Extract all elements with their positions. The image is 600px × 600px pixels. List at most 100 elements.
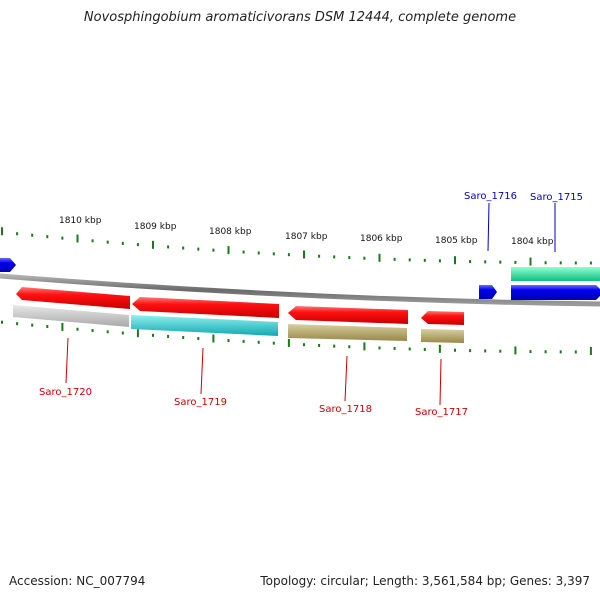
ruler-major-tick — [514, 346, 517, 355]
ruler-major-tick — [227, 246, 230, 255]
ruler-minor-tick — [318, 254, 321, 258]
gene-arrow-saro-1715[interactable] — [511, 285, 600, 300]
ruler-minor-tick — [469, 260, 472, 264]
ruler-minor-tick — [484, 349, 487, 353]
feature-bar-saro-1719 — [131, 315, 278, 336]
ruler-minor-tick — [378, 346, 381, 350]
ruler-label: 1805 kbp — [435, 236, 478, 246]
ruler-minor-tick — [242, 250, 245, 254]
ruler-label: 1809 kbp — [134, 222, 177, 232]
ruler-minor-tick — [408, 258, 411, 262]
ruler-minor-tick — [544, 261, 547, 265]
ruler-major-tick — [454, 256, 456, 265]
ruler-minor-tick — [167, 334, 170, 338]
ruler-minor-tick — [257, 251, 260, 255]
ruler-minor-tick — [106, 240, 109, 244]
ruler-minor-tick — [318, 343, 321, 347]
ruler-minor-tick — [227, 338, 230, 342]
ruler-major-tick — [1, 227, 3, 236]
ruler-minor-tick — [499, 260, 502, 264]
gene-arrow-forward[interactable] — [0, 258, 16, 272]
ruler-minor-tick — [91, 239, 94, 243]
ruler-major-tick — [212, 334, 215, 343]
ruler-major-tick — [363, 342, 366, 351]
ruler-major-tick — [529, 257, 532, 266]
gene-label-saro-1715[interactable]: Saro_1715 — [530, 192, 583, 203]
ruler-minor-tick — [559, 261, 562, 265]
ruler-minor-tick — [454, 348, 456, 352]
ruler-minor-tick — [393, 346, 396, 350]
gene-label-saro-1717[interactable]: Saro_1717 — [415, 407, 468, 418]
genome-backbone — [0, 273, 600, 307]
ruler-minor-tick — [76, 327, 79, 331]
ruler-minor-tick — [182, 336, 185, 340]
ruler-label: 1807 kbp — [285, 232, 328, 242]
ruler-minor-tick — [121, 241, 124, 245]
ruler-label: 1808 kbp — [209, 227, 252, 237]
ruler-minor-tick — [136, 243, 139, 247]
ruler-minor-tick — [348, 256, 351, 260]
ruler-minor-tick — [91, 329, 94, 333]
feature-bar-saro-1717 — [421, 329, 464, 343]
ruler-label: 1806 kbp — [360, 234, 403, 244]
gene-label-saro-1716[interactable]: Saro_1716 — [464, 191, 517, 202]
ruler-minor-tick — [121, 331, 124, 335]
gene-arrow-saro-1719[interactable] — [132, 297, 279, 318]
ruler-major-tick — [136, 329, 139, 338]
ruler-label: 1804 kbp — [511, 237, 554, 247]
ruler-minor-tick — [242, 339, 245, 343]
feature-bar-saro-1718 — [288, 324, 407, 341]
gene-arrow-saro-1716[interactable] — [479, 285, 497, 299]
ruler-minor-tick — [514, 260, 517, 264]
ruler-minor-tick — [61, 236, 64, 240]
ruler-minor-tick — [167, 245, 170, 249]
ruler-minor-tick — [423, 347, 426, 351]
ruler-label: 1810 kbp — [59, 216, 102, 226]
ruler-minor-tick — [31, 323, 34, 327]
ruler-major-tick — [378, 253, 381, 262]
ruler — [1, 227, 592, 355]
ruler-minor-tick — [197, 337, 200, 341]
ruler-minor-tick — [31, 233, 34, 237]
ruler-minor-tick — [303, 343, 305, 347]
ruler-minor-tick — [574, 350, 577, 354]
ruler-labels: 1810 kbp 1809 kbp 1808 kbp 1807 kbp 1806… — [59, 216, 554, 247]
ruler-minor-tick — [106, 330, 109, 334]
feature-bar-saro-1720 — [13, 305, 129, 327]
ruler-major-tick — [303, 250, 305, 259]
ruler-minor-tick — [469, 349, 472, 353]
ruler-minor-tick — [197, 247, 200, 251]
ruler-minor-tick — [16, 232, 19, 236]
gene-arrow-saro-1720[interactable] — [16, 287, 130, 309]
ruler-minor-tick — [544, 350, 547, 354]
ruler-minor-tick — [272, 252, 275, 256]
gene-label-saro-1720[interactable]: Saro_1720 — [39, 387, 92, 398]
ruler-major-tick — [438, 344, 441, 353]
ruler-minor-tick — [16, 322, 19, 326]
ruler-major-tick — [61, 322, 64, 331]
ruler-minor-tick — [559, 350, 562, 354]
ruler-major-tick — [152, 240, 154, 249]
ruler-minor-tick — [152, 333, 154, 337]
ruler-minor-tick — [182, 246, 185, 250]
ruler-major-tick — [287, 338, 290, 347]
gene-arrow-saro-1718[interactable] — [288, 306, 408, 324]
ruler-minor-tick — [212, 248, 215, 252]
gene-arrow-saro-1717[interactable] — [421, 311, 464, 325]
ruler-minor-tick — [257, 340, 260, 344]
ruler-minor-tick — [333, 344, 336, 348]
ruler-minor-tick — [272, 341, 275, 345]
leader-saro-1718 — [344, 355, 348, 402]
ruler-minor-tick — [574, 261, 577, 265]
genome-summary: Topology: circular; Length: 3,561,584 bp… — [260, 574, 590, 588]
gene-label-saro-1719[interactable]: Saro_1719 — [174, 397, 227, 408]
ruler-minor-tick — [348, 345, 351, 349]
leader-saro-1716 — [487, 202, 490, 252]
ruler-minor-tick — [1, 320, 3, 324]
ruler-minor-tick — [363, 256, 366, 260]
ruler-minor-tick — [529, 350, 532, 354]
gene-label-saro-1718[interactable]: Saro_1718 — [319, 404, 372, 415]
leader-saro-1717 — [439, 358, 442, 406]
ruler-major-tick — [76, 234, 79, 243]
